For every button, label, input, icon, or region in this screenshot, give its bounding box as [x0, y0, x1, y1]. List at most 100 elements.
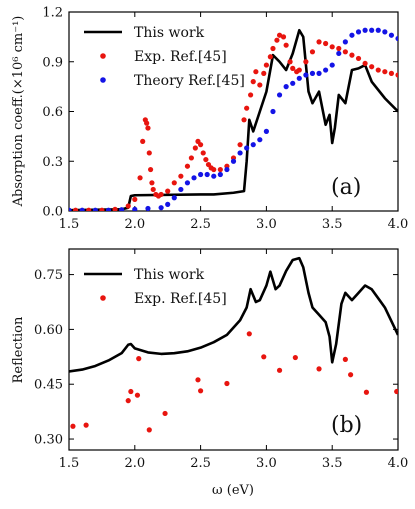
data-point [99, 207, 105, 211]
data-point [83, 422, 89, 428]
data-point [290, 80, 296, 86]
panel-b: 1.5 2.0 2.5 3.0 3.5 4.0 0.30 0.45 0.60 0.75 Refl… [11, 248, 409, 498]
data-point [162, 410, 168, 417]
panel-a: 1.5 2.0 2.5 3.0 3.5 4.0 0.0 0.3 0.6 0.9 1.2 Absor… [11, 6, 408, 233]
data-point [188, 155, 194, 161]
panel-a-data [69, 27, 398, 211]
data-point [198, 388, 204, 394]
data-point [349, 32, 355, 38]
panel-a-y-ticks: 0.0 0.3 0.6 0.9 1.2 [42, 6, 398, 220]
data-point [280, 34, 287, 40]
data-point [316, 366, 322, 372]
panel-b-legend: This work Exp. Ref.[45] [84, 267, 227, 307]
legend-label: This work [134, 25, 205, 41]
data-point [140, 138, 146, 144]
data-point [248, 92, 254, 98]
data-point [342, 39, 348, 45]
data-point [250, 142, 256, 148]
data-point [303, 72, 309, 78]
data-point [137, 175, 143, 181]
data-point [69, 207, 72, 211]
data-point [296, 67, 302, 73]
data-point [388, 70, 395, 76]
data-point [250, 79, 256, 85]
x-tick-label: 2.0 [124, 217, 145, 232]
data-point [257, 82, 263, 88]
data-point [198, 171, 204, 178]
data-point [395, 72, 398, 78]
data-point [296, 75, 302, 81]
data-point [146, 427, 152, 433]
data-point [257, 137, 263, 143]
legend-swatch-dot [100, 53, 106, 59]
panel-b-x-ticks: 1.5 2.0 2.5 3.0 3.5 4.0 [59, 249, 409, 471]
data-point [191, 175, 197, 181]
legend-label: Exp. Ref.[45] [134, 49, 227, 65]
y-tick-label: 0.3 [42, 155, 63, 170]
data-point [125, 203, 131, 209]
data-point [329, 62, 335, 68]
data-point [375, 27, 381, 33]
data-point [224, 166, 230, 173]
data-point [290, 65, 296, 71]
data-point [192, 145, 198, 151]
x-tick-label: 2.0 [124, 456, 145, 471]
x-tick-label: 4.0 [388, 217, 409, 232]
data-point [355, 29, 362, 35]
data-point [382, 69, 388, 75]
data-point [203, 156, 209, 163]
data-point [150, 186, 156, 193]
panel-a-tag: (a) [331, 175, 361, 200]
data-point [211, 166, 217, 173]
data-point [276, 367, 283, 373]
data-point [178, 173, 184, 179]
data-point [261, 354, 267, 360]
x-tick-label: 2.5 [190, 456, 211, 471]
data-point [329, 44, 335, 50]
data-point [342, 49, 348, 55]
data-point [72, 207, 79, 211]
data-point [149, 180, 155, 186]
panel-b-tag: (b) [331, 413, 362, 438]
data-point [184, 163, 191, 169]
x-tick-label: 2.5 [190, 217, 211, 232]
legend-item: Theory Ref.[45] [100, 73, 245, 89]
panel-b-xlabel: ω (eV) [212, 483, 254, 498]
data-point [136, 356, 142, 362]
legend-item: This work [84, 267, 205, 283]
panel-a-ylabel: Absorption coeff.(×10⁶ cm⁻¹) [11, 16, 26, 208]
data-point [241, 117, 247, 123]
data-point [274, 37, 280, 43]
data-point [224, 380, 230, 387]
legend-item: Exp. Ref.[45] [100, 49, 227, 65]
data-point [184, 180, 191, 186]
data-point [336, 45, 342, 52]
data-point [145, 205, 151, 211]
data-point [309, 49, 316, 55]
series-points-theory-ref-45 [69, 27, 398, 211]
data-point [244, 145, 250, 151]
data-point [261, 70, 267, 76]
data-point [134, 392, 141, 398]
data-point [342, 356, 348, 362]
data-point [270, 45, 276, 52]
x-tick-label: 3.5 [322, 217, 343, 232]
data-point [276, 32, 283, 38]
series-points-exp-ref-45 [72, 32, 398, 211]
panel-a-x-ticks: 1.5 2.0 2.5 3.0 3.5 4.0 [59, 12, 409, 232]
panel-b-y-ticks: 0.30 0.45 0.60 0.75 [34, 268, 398, 448]
data-point [204, 171, 210, 178]
x-tick-label: 1.5 [59, 456, 80, 471]
data-point [165, 188, 171, 194]
panel-b-frame [68, 248, 399, 451]
legend-label: This work [134, 267, 205, 283]
data-point [246, 331, 252, 337]
data-point [128, 388, 134, 395]
data-point [263, 128, 269, 134]
data-point [92, 207, 98, 211]
data-point [237, 150, 243, 156]
data-point [230, 158, 237, 164]
x-tick-label: 4.0 [388, 456, 409, 471]
data-point [349, 52, 355, 58]
